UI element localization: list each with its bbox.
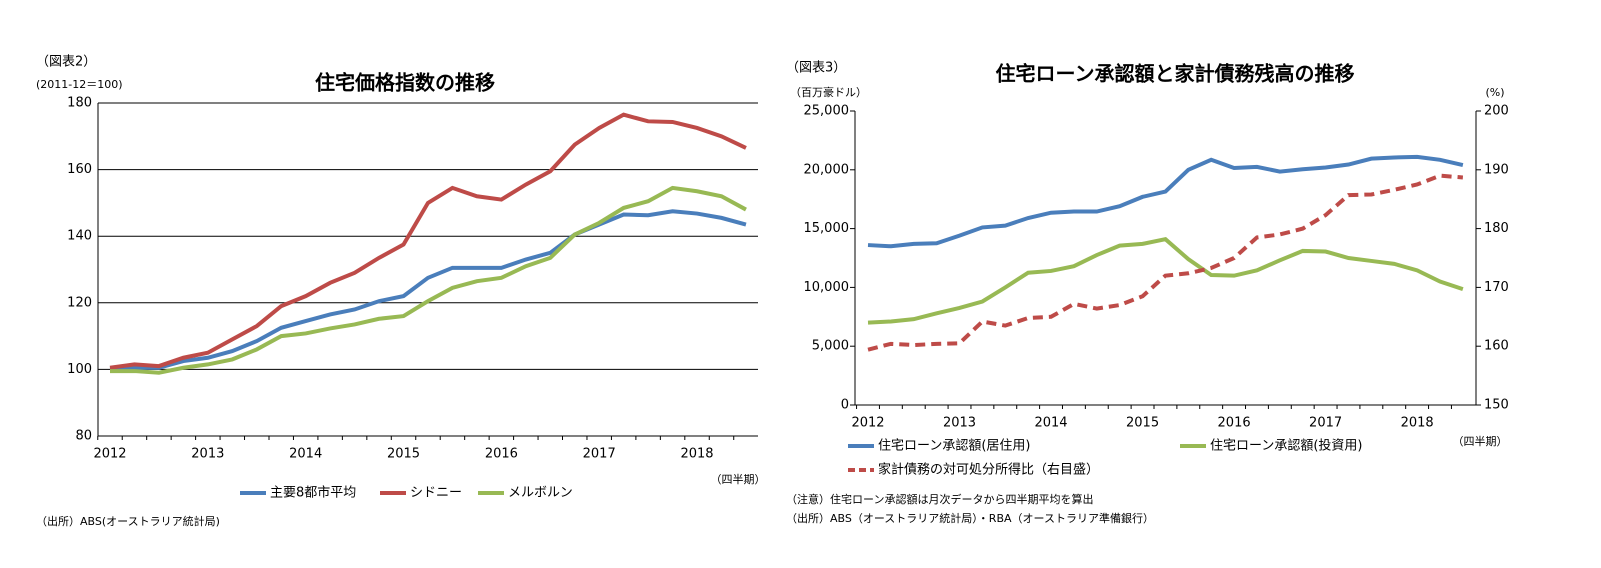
series-line (867, 173, 1464, 352)
figure-label: （図表3） (786, 61, 846, 76)
x-tick-label: 2014 (1034, 416, 1067, 431)
y-unit: (2011-12＝100) (36, 78, 123, 91)
x-tick-label: 2018 (1401, 416, 1434, 431)
series-line (109, 209, 747, 372)
series-line (867, 154, 1464, 249)
series-line (110, 185, 747, 375)
y2-unit: (%) (1485, 86, 1504, 99)
x-tick-label: 2015 (387, 447, 420, 462)
x-tick-label: 2014 (289, 447, 322, 462)
y2-tick-label: 150 (1484, 398, 1509, 413)
y-tick-label: 160 (67, 162, 92, 177)
y2-tick-label: 170 (1484, 280, 1509, 295)
y-tick-label: 10,000 (804, 280, 850, 295)
x-tick-label: 2012 (93, 447, 126, 462)
x-unit: （四半期） (1453, 434, 1508, 448)
series-line (109, 112, 747, 370)
x-tick-label: 2016 (1218, 416, 1251, 431)
note: （出所）ABS（オーストラリア統計局）・RBA（オーストラリア準備銀行） (786, 511, 1154, 525)
figure-label: （図表2） (36, 55, 96, 70)
y-tick-label: 120 (67, 295, 92, 310)
legend-label: 家計債務の対可処分所得比（右目盛） (878, 462, 1099, 478)
chart-title: 住宅価格指数の推移 (315, 71, 495, 95)
y-tick-label: 140 (67, 229, 92, 244)
legend-label: 住宅ローン承認額(投資用) (1210, 438, 1363, 454)
y-tick-label: 180 (67, 96, 92, 111)
y-tick-label: 80 (75, 429, 92, 444)
y-tick-label: 0 (841, 398, 849, 413)
y-tick-label: 25,000 (804, 104, 850, 119)
y2-tick-label: 190 (1484, 162, 1509, 177)
y-tick-label: 15,000 (804, 221, 850, 236)
chart-title: 住宅ローン承認額と家計債務残高の推移 (996, 62, 1355, 86)
y-tick-label: 100 (67, 362, 92, 377)
legend-label: 住宅ローン承認額(居住用) (878, 438, 1031, 454)
x-tick-label: 2016 (485, 447, 518, 462)
y-unit: （百万豪ドル） (790, 85, 867, 99)
legend-label: 主要8都市平均 (270, 485, 356, 501)
note: （注意）住宅ローン承認額は月次データから四半期平均を算出 (786, 492, 1093, 506)
x-tick-label: 2017 (1309, 416, 1342, 431)
y-tick-label: 20,000 (804, 162, 850, 177)
x-tick-label: 2015 (1126, 416, 1159, 431)
x-tick-label: 2017 (583, 447, 616, 462)
legend-label: シドニー (410, 486, 462, 501)
note: （出所）ABS(オーストラリア統計局) (36, 514, 220, 528)
y-tick-label: 5,000 (812, 339, 849, 354)
legend-label: メルボルン (508, 486, 573, 501)
y2-tick-label: 160 (1484, 339, 1509, 354)
x-tick-label: 2018 (680, 447, 713, 462)
series-line (867, 237, 1464, 325)
x-tick-label: 2013 (943, 416, 976, 431)
x-tick-label: 2012 (851, 416, 884, 431)
x-unit: （四半期） (711, 472, 766, 486)
x-tick-label: 2013 (191, 447, 224, 462)
y2-tick-label: 180 (1484, 221, 1509, 236)
y2-tick-label: 200 (1484, 104, 1509, 119)
